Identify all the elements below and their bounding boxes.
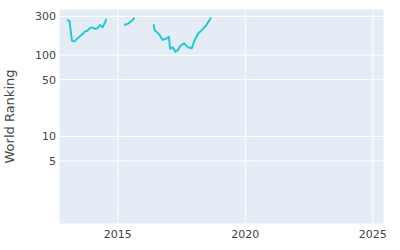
- tick-label: 2025: [359, 228, 387, 241]
- tick-label: 2020: [231, 228, 259, 241]
- ranking-line: [67, 18, 211, 52]
- grid-line: [60, 136, 383, 137]
- grid-line: [60, 79, 383, 80]
- tick-label: 10: [42, 130, 56, 143]
- plot-area: [60, 10, 383, 223]
- grid-line: [245, 10, 246, 223]
- chart: 5 10 50 100 300 2015 2020 2025 World Ranking: [0, 0, 400, 250]
- tick-label: 5: [49, 155, 56, 168]
- grid-line: [372, 10, 373, 223]
- data-group: [67, 18, 211, 52]
- tick-label: 2015: [104, 228, 132, 241]
- tick-label: 300: [35, 10, 56, 23]
- tick-label: 100: [35, 49, 56, 62]
- axis-title: World Ranking: [2, 70, 17, 164]
- tick-label: 50: [42, 74, 56, 87]
- grid-line: [60, 16, 383, 17]
- grid-line: [117, 10, 118, 223]
- grid-line: [60, 160, 383, 161]
- grid-line: [60, 55, 383, 56]
